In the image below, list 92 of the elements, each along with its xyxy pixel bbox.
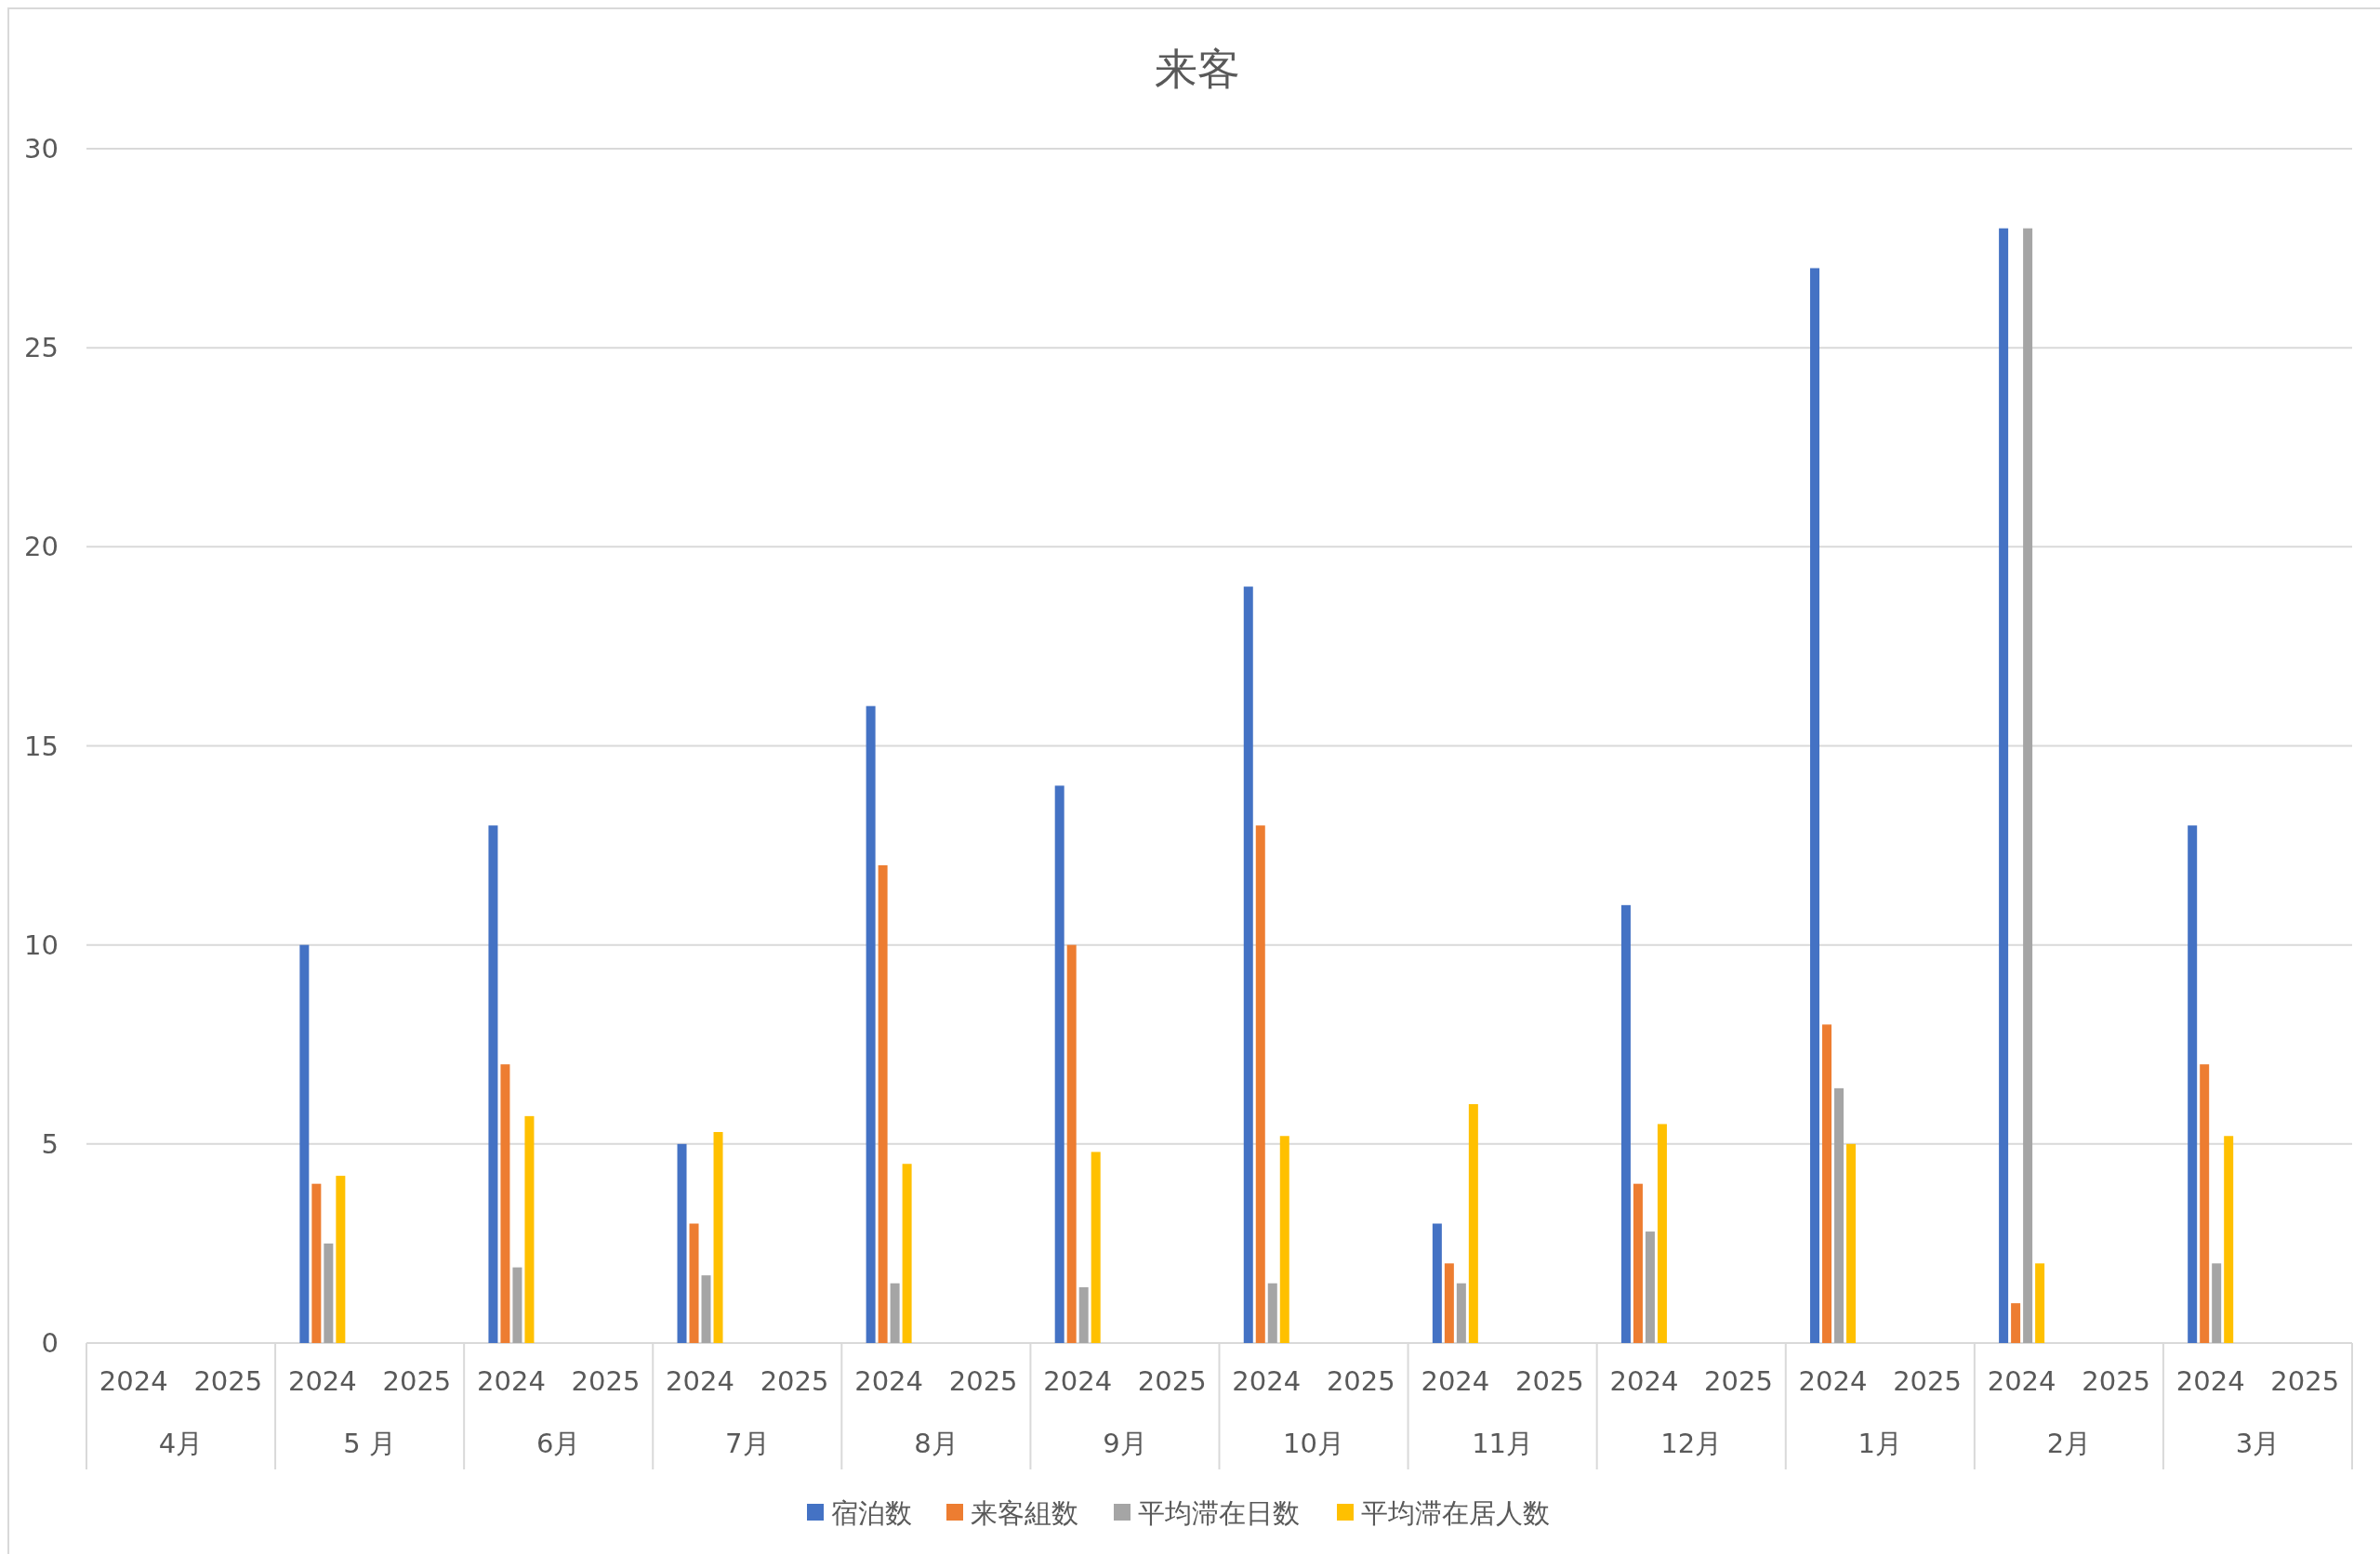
bar <box>1633 1183 1643 1343</box>
x-tick-label: 2025 <box>193 1365 263 1397</box>
x-tick-label: 2024 <box>1987 1365 2056 1397</box>
bar <box>1054 785 1064 1343</box>
y-tick-label: 10 <box>24 928 59 961</box>
bar <box>311 1183 322 1343</box>
y-tick-label: 0 <box>41 1327 59 1360</box>
text: 5 月 <box>343 1428 396 1459</box>
bar <box>1078 1287 1089 1343</box>
bar <box>878 865 888 1343</box>
bar <box>2011 1303 2021 1343</box>
bar <box>890 1283 900 1343</box>
bar <box>1999 228 2009 1343</box>
bar <box>524 1115 535 1343</box>
x-tick-label: 2024 <box>477 1365 546 1397</box>
text: 1月 <box>1858 1428 1903 1459</box>
bar <box>2224 1136 2234 1343</box>
text: 3月 <box>2235 1428 2281 1459</box>
bar <box>866 705 876 1343</box>
chart-title: 来客 <box>1155 44 1240 94</box>
x-tick-label: 2024 <box>1232 1365 1302 1397</box>
bar <box>1444 1263 1454 1343</box>
x-tick-label: 2024 <box>287 1365 357 1397</box>
text: 4月 <box>158 1428 204 1459</box>
bar <box>1456 1283 1466 1343</box>
legend-label: 宿泊数 <box>831 1497 912 1530</box>
bar <box>713 1131 723 1343</box>
bar <box>1620 904 1631 1343</box>
text: 2月 <box>2046 1428 2092 1459</box>
x-tick-label: 2025 <box>760 1365 829 1397</box>
x-tick-label: 2025 <box>1704 1365 1773 1397</box>
bar <box>2212 1263 2222 1343</box>
y-tick-label: 15 <box>24 730 59 762</box>
bar <box>1645 1231 1655 1343</box>
bar <box>1468 1104 1478 1343</box>
x-tick-label: 2024 <box>99 1365 168 1397</box>
bar <box>500 1064 510 1343</box>
bar <box>2188 825 2198 1343</box>
bar <box>1810 268 1820 1343</box>
text: 12月 <box>1660 1428 1723 1459</box>
bar <box>1066 944 1077 1343</box>
bar <box>902 1164 912 1343</box>
bar <box>488 825 498 1343</box>
y-tick-label: 25 <box>24 332 59 364</box>
y-tick-label: 20 <box>24 531 59 563</box>
bar <box>1432 1223 1442 1343</box>
text: 10月 <box>1283 1428 1344 1459</box>
x-tick-label: 2025 <box>571 1365 641 1397</box>
bar <box>689 1223 699 1343</box>
bar <box>1657 1124 1667 1343</box>
bar <box>336 1176 346 1343</box>
x-tick-label: 2025 <box>2082 1365 2151 1397</box>
bar <box>299 944 310 1343</box>
x-tick-label: 2025 <box>948 1365 1018 1397</box>
y-tick-label: 5 <box>41 1127 59 1160</box>
bar <box>1834 1087 1844 1343</box>
x-tick-label: 2024 <box>2175 1365 2245 1397</box>
text: 8月 <box>914 1428 959 1459</box>
x-tick-label: 2024 <box>1421 1365 1490 1397</box>
x-tick-label: 2025 <box>1514 1365 1584 1397</box>
text: 11月 <box>1472 1428 1534 1459</box>
bar <box>677 1143 687 1343</box>
bar <box>1243 586 1253 1343</box>
bar <box>1267 1283 1277 1343</box>
x-tick-label: 2025 <box>1893 1365 1962 1397</box>
bar <box>1279 1136 1289 1343</box>
legend-label: 平均滞在日数 <box>1138 1497 1300 1530</box>
x-tick-label: 2025 <box>2270 1365 2340 1397</box>
bar <box>1255 825 1265 1343</box>
x-tick-label: 2024 <box>854 1365 924 1397</box>
bar <box>2200 1064 2210 1343</box>
text: 7月 <box>725 1428 770 1459</box>
x-tick-label: 2025 <box>1137 1365 1207 1397</box>
x-tick-label: 2024 <box>1043 1365 1113 1397</box>
y-tick-label: 30 <box>24 133 59 165</box>
x-tick-label: 2025 <box>1326 1365 1395 1397</box>
x-tick-label: 2024 <box>666 1365 734 1397</box>
legend-label: 来客組数 <box>971 1497 1078 1530</box>
bar <box>701 1275 711 1343</box>
bar <box>1822 1024 1832 1343</box>
bar <box>2035 1263 2045 1343</box>
bar <box>2023 228 2033 1343</box>
bar <box>324 1243 334 1343</box>
text: 6月 <box>536 1428 581 1459</box>
x-tick-label: 2025 <box>382 1365 452 1397</box>
x-tick-label: 2024 <box>1798 1365 1868 1397</box>
bar <box>1091 1152 1101 1343</box>
bar <box>512 1267 522 1343</box>
bar <box>1846 1143 1857 1343</box>
x-tick-label: 2024 <box>1609 1365 1679 1397</box>
legend-label: 平均滞在居人数 <box>1361 1497 1550 1530</box>
text: 9月 <box>1103 1428 1147 1459</box>
